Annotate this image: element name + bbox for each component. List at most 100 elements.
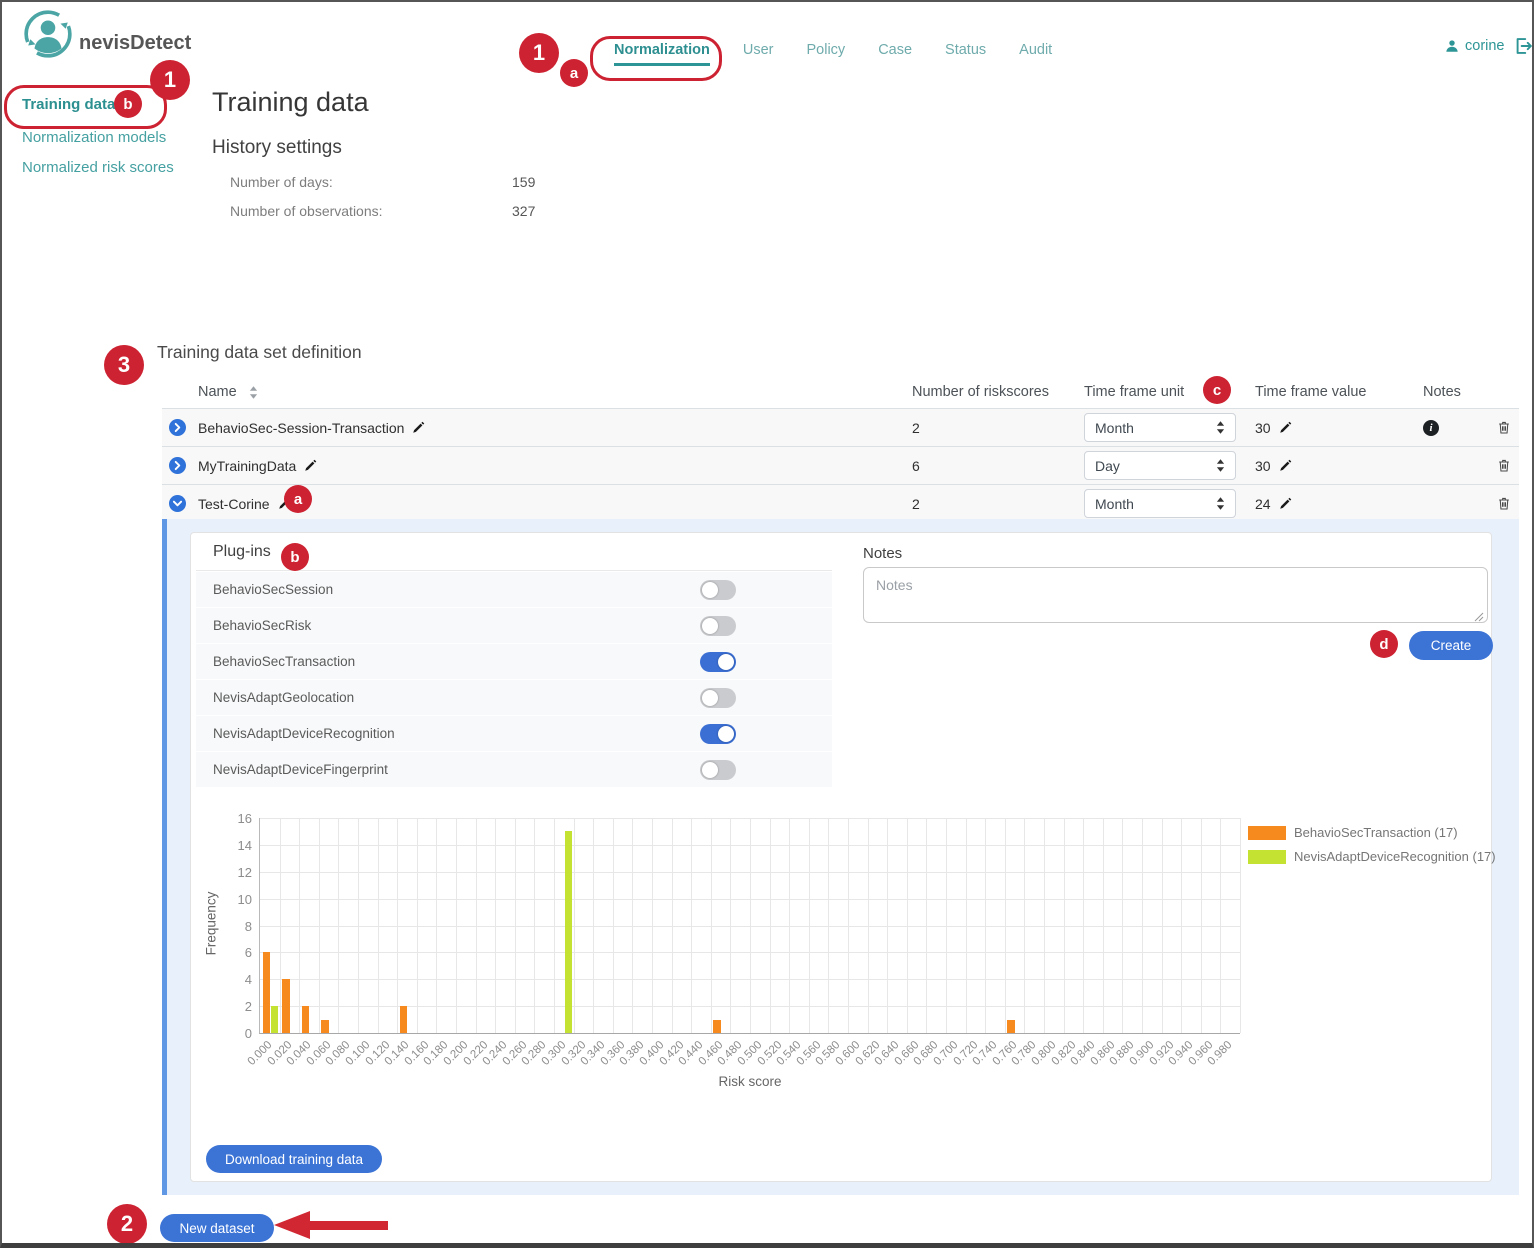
plugin-toggle[interactable] (700, 615, 736, 636)
histogram-bar (1007, 1019, 1015, 1033)
annotation-badge-sidebar-b: b (114, 90, 142, 118)
user-menu: corine (1445, 38, 1505, 54)
sidebar-item-normalized-risk-scores[interactable]: Normalized risk scores (22, 159, 174, 176)
select-arrows-icon (1216, 459, 1225, 472)
plugin-row: BehavioSecTransaction (196, 644, 832, 679)
column-time-frame-unit: Time frame unit (1084, 384, 1185, 400)
plugin-row: NevisAdaptDeviceFingerprint (196, 752, 832, 787)
riskscores-value: 2 (912, 495, 920, 512)
dataset-detail-card: Plug-ins BehavioSecSession BehavioSecRis… (190, 532, 1496, 1182)
tab-case[interactable]: Case (878, 42, 913, 58)
legend-swatch (1248, 849, 1286, 864)
edit-pencil-icon[interactable] (1279, 497, 1292, 510)
y-tick-label: 12 (237, 864, 252, 880)
y-tick-label: 10 (237, 891, 252, 907)
plugin-name: BehavioSecTransaction (213, 654, 356, 669)
annotation-badge-plugins-b: b (281, 543, 309, 571)
time-frame-unit-select[interactable]: Month (1084, 413, 1236, 442)
sidebar-item-normalization-models[interactable]: Normalization models (22, 129, 167, 146)
history-settings-heading: History settings (212, 137, 342, 158)
tab-audit[interactable]: Audit (1019, 42, 1053, 58)
histogram-bar (399, 1006, 408, 1033)
create-button[interactable]: Create (1409, 631, 1493, 660)
divider (196, 570, 832, 571)
edit-pencil-icon[interactable] (412, 421, 425, 434)
gridline (260, 844, 1240, 846)
gridline (260, 952, 1240, 954)
sidebar-item-training-data[interactable]: Training data (22, 96, 116, 113)
annotation-badge-3: 3 (104, 345, 144, 385)
sort-icon[interactable] (249, 385, 258, 399)
time-frame-unit-select[interactable]: Month (1084, 489, 1236, 518)
number-of-days-value: 159 (512, 174, 536, 190)
annotation-badge-c: c (1203, 376, 1231, 404)
plugin-toggle[interactable] (700, 579, 736, 600)
y-tick-label: 16 (237, 811, 252, 826)
download-training-data-button[interactable]: Download training data (206, 1145, 382, 1173)
tab-normalization[interactable]: Normalization (614, 42, 710, 66)
brand-name: nevisDetect (79, 32, 192, 54)
notes-label: Notes (863, 545, 903, 562)
note-info-icon[interactable]: i (1423, 419, 1439, 436)
expand-chevron-icon[interactable] (168, 457, 186, 474)
time-frame-unit-select[interactable]: Day (1084, 451, 1236, 480)
x-axis-title: Risk score (718, 1074, 782, 1089)
delete-trash-icon[interactable] (1497, 458, 1511, 473)
y-tick-label: 14 (237, 837, 252, 853)
column-name: Name (198, 384, 237, 400)
gridline (260, 925, 1240, 927)
edit-pencil-icon[interactable] (1279, 421, 1292, 434)
plugins-heading: Plug-ins (213, 543, 271, 560)
edit-pencil-icon[interactable] (1279, 459, 1292, 472)
delete-trash-icon[interactable] (1497, 420, 1511, 435)
table-row: BehavioSec-Session-Transaction 2 Month 3… (162, 408, 1519, 446)
risk-score-histogram: Frequency Risk score BehavioSecTransacti… (204, 811, 1496, 1089)
chart-legend: BehavioSecTransaction (17) NevisAdaptDevi… (1248, 825, 1496, 864)
histogram-bar (713, 1019, 721, 1033)
plugin-toggle[interactable] (700, 687, 736, 708)
legend-label: NevisAdaptDeviceRecognition (17) (1294, 849, 1496, 864)
table-row-expanded: Test-Corine 2 Month 24 (162, 484, 1519, 522)
gridline (260, 818, 1240, 819)
user-icon (1445, 39, 1459, 53)
column-notes: Notes (1423, 384, 1461, 400)
plugin-name: NevisAdaptGeolocation (213, 690, 355, 705)
column-riskscores: Number of riskscores (912, 384, 1049, 400)
tab-user[interactable]: User (742, 42, 774, 58)
plugin-row: BehavioSecSession (196, 572, 832, 607)
y-tick-label: 4 (244, 972, 252, 988)
collapse-chevron-icon[interactable] (168, 495, 186, 512)
plugin-row: NevisAdaptDeviceRecognition (196, 716, 832, 751)
legend-label: BehavioSecTransaction (17) (1294, 825, 1458, 840)
logout-icon[interactable] (1514, 37, 1532, 60)
gridline (1240, 818, 1241, 1033)
plugin-name: BehavioSecRisk (213, 618, 312, 633)
edit-pencil-icon[interactable] (304, 459, 317, 472)
plugin-toggle[interactable] (700, 651, 736, 672)
y-tick-label: 6 (244, 945, 252, 961)
annotation-arrow-icon (274, 1211, 310, 1239)
annotation-badge-d: d (1370, 630, 1398, 658)
histogram-bar (301, 1006, 310, 1033)
tab-policy[interactable]: Policy (806, 42, 846, 58)
notes-textarea[interactable] (863, 567, 1488, 623)
gridline (260, 898, 1240, 900)
annotation-badge-nav-1: 1 (519, 33, 559, 73)
riskscores-value: 6 (912, 457, 920, 474)
plugin-toggle[interactable] (700, 759, 736, 780)
dataset-section-heading: Training data set definition (157, 342, 362, 362)
new-dataset-button[interactable]: New dataset (160, 1214, 274, 1242)
plugin-toggle[interactable] (700, 723, 736, 744)
gridline (260, 1006, 1240, 1008)
delete-trash-icon[interactable] (1497, 496, 1511, 511)
plugin-row: BehavioSecRisk (196, 608, 832, 643)
tab-status[interactable]: Status (945, 42, 987, 58)
histogram-bar (270, 1006, 278, 1033)
plugin-name: BehavioSecSession (213, 582, 334, 597)
annotation-badge-sidebar-1: 1 (150, 60, 190, 100)
textarea-resize-handle[interactable] (1474, 609, 1484, 627)
expand-chevron-icon[interactable] (168, 419, 186, 436)
table-header-row: Name Number of riskscores Time frame uni… (162, 376, 1519, 408)
legend-swatch (1248, 825, 1286, 840)
